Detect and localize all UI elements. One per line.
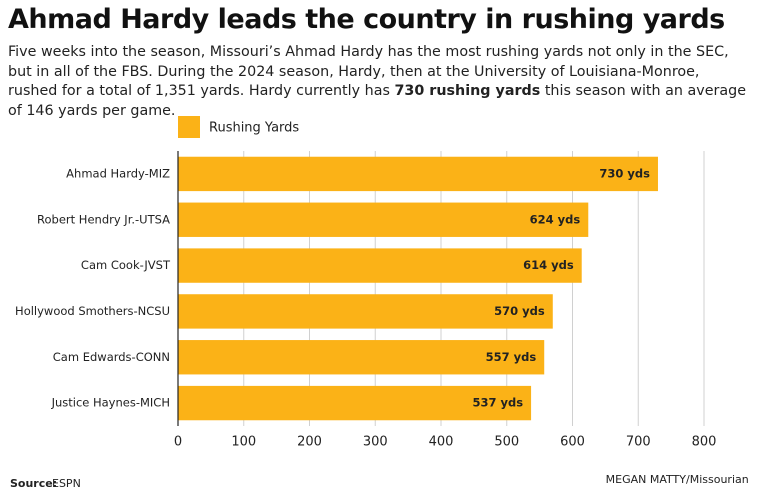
- value-label: 624 yds: [530, 212, 581, 226]
- y-tick-label: Cam Cook-JVST: [81, 258, 171, 272]
- bar: [178, 340, 545, 375]
- bar: [178, 294, 553, 329]
- y-tick-label: Robert Hendry Jr.-UTSA: [37, 212, 170, 226]
- x-tick-label: 300: [363, 435, 388, 450]
- chart-title: Ahmad Hardy leads the country in rushing…: [8, 4, 725, 35]
- source-label: Source:: [10, 477, 57, 490]
- x-tick-label: 100: [231, 435, 256, 450]
- legend-label: Rushing Yards: [209, 121, 299, 136]
- bar: [178, 248, 582, 283]
- value-label: 570 yds: [494, 304, 545, 318]
- x-tick-label: 0: [174, 435, 182, 450]
- x-tick-label: 200: [297, 435, 322, 450]
- subtitle-text: Five weeks into the season, Missouri’s A…: [8, 44, 729, 99]
- publication: /Missourian: [686, 473, 749, 486]
- subtitle-highlight: 730 rushing yards: [394, 83, 541, 99]
- y-tick-label: Ahmad Hardy-MIZ: [66, 166, 170, 180]
- x-tick-label: 700: [626, 435, 651, 450]
- legend-swatch: [178, 116, 200, 138]
- bar: [178, 385, 532, 421]
- bar: [178, 156, 658, 192]
- value-label: 537 yds: [472, 396, 523, 410]
- x-tick-label: 500: [494, 435, 519, 450]
- value-label: 614 yds: [523, 258, 574, 272]
- subtitle-text: this season with an average of 146 yards…: [8, 83, 747, 119]
- bar: [178, 202, 589, 237]
- subtitle: Five weeks into the season, Missouri’s A…: [8, 43, 753, 121]
- value-label: 557 yds: [486, 350, 537, 364]
- y-tick-label: Justice Haynes-MICH: [51, 396, 170, 410]
- x-tick-label: 400: [429, 435, 454, 450]
- x-tick-label: 800: [692, 435, 717, 450]
- x-tick-label: 600: [560, 435, 585, 450]
- value-label: 730 yds: [599, 166, 650, 180]
- y-tick-label: Cam Edwards-CONN: [53, 350, 170, 364]
- y-tick-label: Hollywood Smothers-NCSU: [15, 304, 170, 318]
- source: ESPN: [52, 477, 81, 490]
- credit: MEGAN MATTY: [606, 473, 687, 486]
